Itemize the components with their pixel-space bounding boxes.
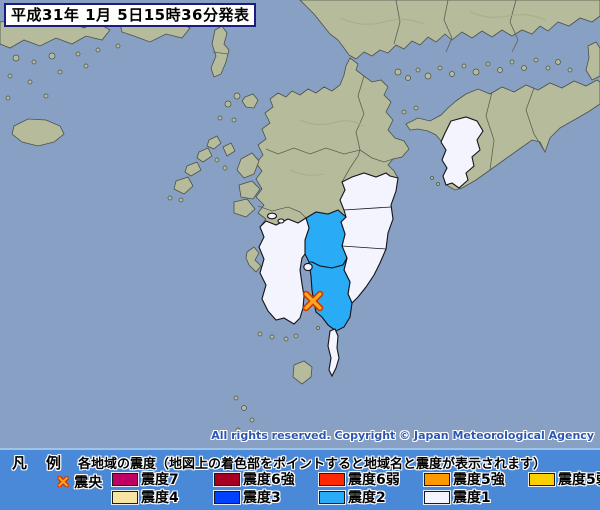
region-tanegashima-int1[interactable] [327, 328, 340, 378]
legend-epicenter-label: 震央 [74, 475, 103, 491]
tsushima-island [210, 25, 230, 78]
region-islet-int1[interactable] [277, 218, 285, 224]
sakurajima-island[interactable] [303, 262, 313, 272]
announcement-banner: 平成31年 1月 5日15時36分発表 [4, 3, 257, 27]
yakushima-island [292, 360, 313, 385]
legend-item-shindo6plus: 震度6強 [213, 471, 295, 488]
legend-item-shindo2: 震度2 [318, 489, 386, 506]
copyright-text: All rights reserved. Copyright © Japan M… [211, 429, 594, 442]
legend-epicenter-key: × 震央 [56, 472, 102, 492]
intensity-4-swatch [111, 489, 139, 505]
iki-island [241, 93, 259, 109]
region-kagoshima-central-int2[interactable] [304, 209, 348, 269]
legend-item-shindo1: 震度1 [423, 489, 491, 506]
awaji-island [585, 41, 600, 81]
legend-item-shindo7: 震度7 [111, 471, 179, 488]
epicenter-marker[interactable] [302, 290, 324, 312]
map-area: 平成31年 1月 5日15時36分発表 All rights reserved.… [0, 0, 600, 442]
southern-islets [233, 326, 320, 433]
intensity-1-swatch [423, 489, 451, 505]
legend-item-shindo6minus: 震度6弱 [318, 471, 400, 488]
region-kagoshima-satsuma-int1[interactable] [258, 217, 310, 325]
region-nagashima-int1[interactable] [266, 212, 278, 220]
seto-inland-sea-islands [394, 57, 573, 115]
intensity-5weak-swatch [528, 471, 556, 487]
legend-item-shindo3: 震度3 [213, 489, 281, 506]
koshikijima-islands [245, 246, 262, 273]
legend-item-shindo5minus: 震度5弱 [528, 471, 600, 488]
intensity-6weak-swatch [318, 471, 346, 487]
epicenter-x-icon: × [56, 471, 71, 492]
intensity-6strong-swatch [213, 471, 241, 487]
intensity-3-swatch [213, 489, 241, 505]
map-svg [0, 0, 600, 433]
jeju-island [11, 118, 65, 147]
amakusa-islands [214, 92, 261, 218]
intensity-2-swatch [318, 489, 346, 505]
legend-item-shindo5plus: 震度5強 [423, 471, 505, 488]
legend-title: 凡 例 [12, 454, 64, 472]
legend-caption: 各地域の震度（地図上の着色部をポイントすると地域名と震度が表示されます） [78, 457, 547, 472]
legend-item-shindo4: 震度4 [111, 489, 179, 506]
legend-panel: 凡 例 各地域の震度（地図上の着色部をポイントすると地域名と震度が表示されます）… [0, 448, 600, 510]
intensity-5strong-swatch [423, 471, 451, 487]
goto-islands [167, 135, 222, 203]
region-ehime-nanyo-int1[interactable] [440, 116, 484, 189]
intensity-7-swatch [111, 471, 139, 487]
